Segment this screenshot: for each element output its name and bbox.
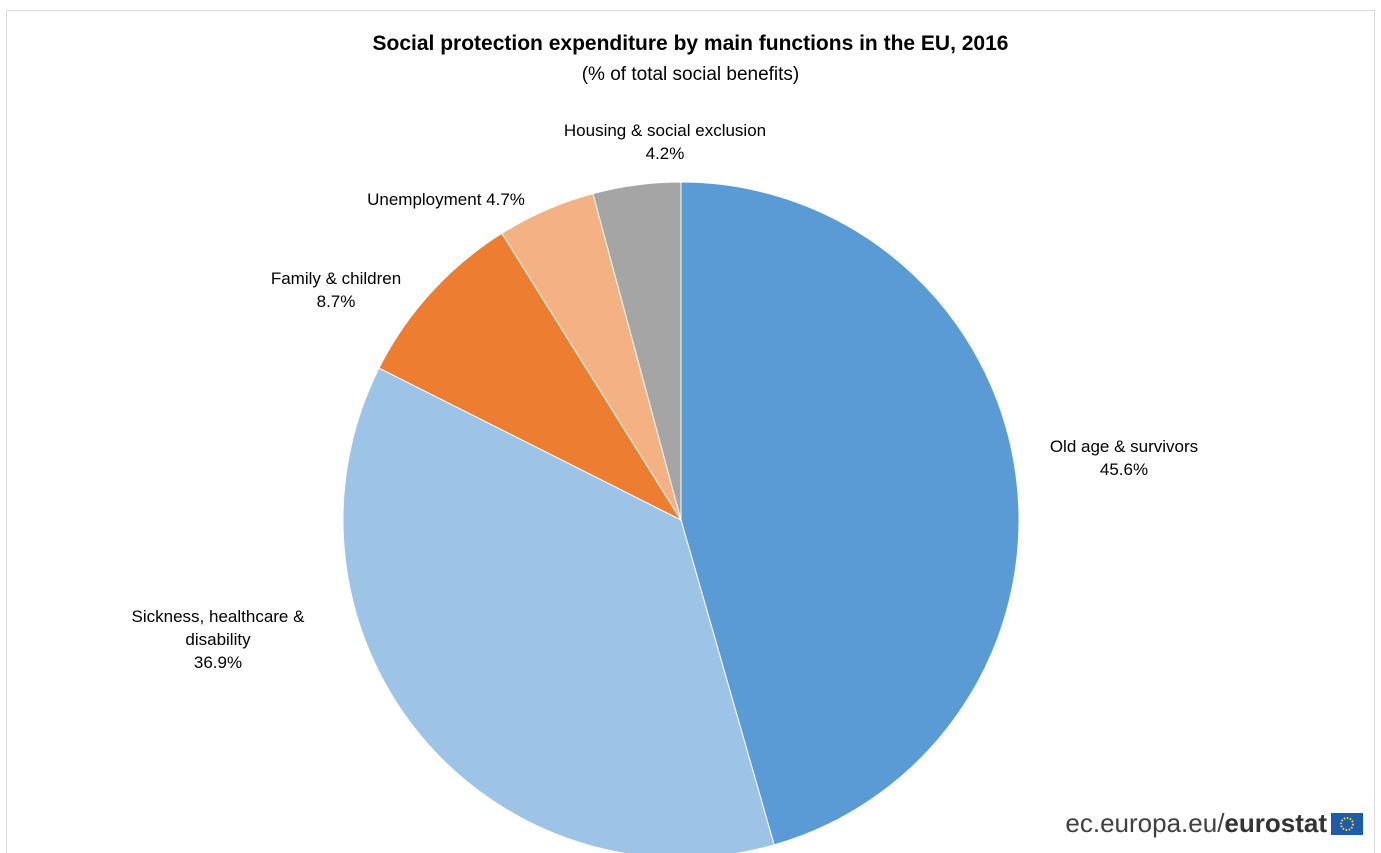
- chart-frame: [6, 10, 1375, 853]
- slice-label-2: Family & children 8.7%: [271, 269, 401, 311]
- brand-name-text: eurostat: [1224, 808, 1327, 838]
- eurostat-brand[interactable]: ec.europa.eu/eurostat: [1065, 808, 1363, 839]
- pie-slice-4: [592, 181, 682, 521]
- slice-label-0: Old age & survivors 45.6%: [1050, 437, 1198, 479]
- pie-slice-0: [680, 181, 1020, 846]
- pie-slice-1: [342, 367, 775, 853]
- slice-label-3: Unemployment 4.7%: [367, 190, 525, 209]
- pie-slice-2: [378, 232, 683, 522]
- chart-title: Social protection expenditure by main fu…: [372, 32, 1009, 55]
- slice-label-4: Housing & social exclusion 4.2%: [564, 121, 766, 163]
- brand-site-text: ec.europa.eu/: [1065, 808, 1225, 838]
- chart-subtitle: (% of total social benefits): [581, 64, 800, 85]
- eu-flag-icon: [1331, 812, 1363, 835]
- slice-label-1: Sickness, healthcare & disability 36.9%: [132, 607, 306, 672]
